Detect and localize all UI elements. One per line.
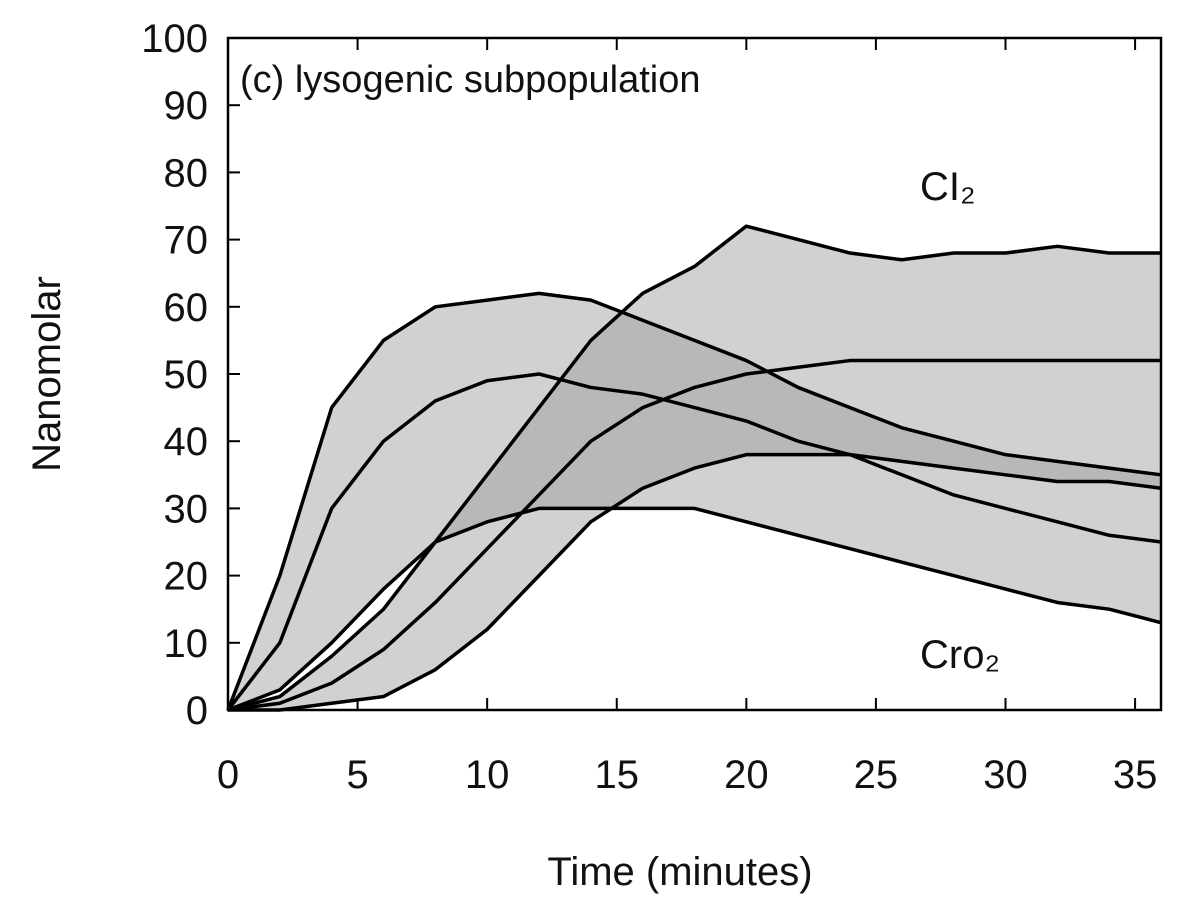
band	[228, 226, 1161, 710]
line	[227, 224, 1161, 712]
x-tick-label: 10	[465, 753, 510, 797]
y-tick-label: 60	[164, 286, 209, 330]
series-label: Cro₂	[920, 633, 1000, 677]
x-tick-label: 5	[346, 753, 368, 797]
line	[227, 506, 1162, 712]
y-tick-label: 30	[164, 487, 209, 531]
series-label: CI₂	[920, 165, 976, 209]
x-tick-label: 25	[854, 753, 899, 797]
y-tick-label: 0	[186, 689, 208, 733]
y-tick-label: 20	[164, 555, 209, 599]
y-axis-label: Nanomolar	[25, 276, 69, 472]
y-tick-label: 50	[164, 353, 209, 397]
y-tick-label: 10	[164, 622, 209, 666]
x-tick-label: 0	[217, 753, 239, 797]
line	[226, 372, 1162, 712]
y-tick-label: 100	[141, 17, 208, 61]
y-tick-label: 70	[164, 219, 209, 263]
x-tick-label: 30	[983, 753, 1028, 797]
y-tick-label: 80	[164, 151, 209, 195]
line	[227, 358, 1161, 712]
line	[228, 452, 1162, 712]
band	[228, 293, 1161, 710]
y-tick-label: 90	[164, 84, 209, 128]
x-tick-label: 20	[724, 753, 769, 797]
annotation: (c) lysogenic subpopulation	[240, 59, 701, 101]
x-axis-label: Time (minutes)	[547, 850, 812, 894]
y-tick-label: 40	[164, 420, 209, 464]
x-tick-label: 35	[1113, 753, 1158, 797]
line	[226, 291, 1162, 711]
x-tick-label: 15	[595, 753, 640, 797]
